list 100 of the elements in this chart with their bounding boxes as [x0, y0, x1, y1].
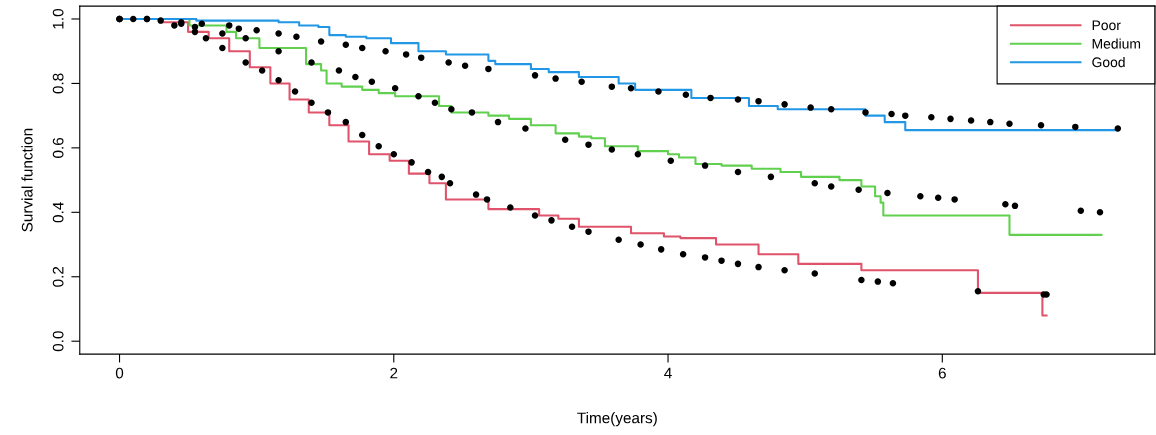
- point: [390, 151, 398, 158]
- point: [531, 72, 539, 79]
- point: [862, 109, 869, 116]
- legend-label: Poor: [1092, 20, 1121, 31]
- point: [548, 217, 555, 224]
- x-axis-title: Time(years): [577, 412, 657, 427]
- point: [634, 151, 642, 158]
- point: [967, 117, 975, 124]
- point: [917, 192, 924, 200]
- point: [225, 22, 233, 29]
- point: [707, 94, 714, 102]
- point: [219, 30, 226, 37]
- point: [627, 85, 635, 92]
- point: [431, 99, 439, 107]
- legend-label: Medium: [1092, 38, 1141, 49]
- point: [1002, 201, 1009, 208]
- point: [974, 288, 982, 295]
- point: [522, 125, 529, 132]
- point: [889, 279, 897, 287]
- point: [235, 25, 243, 32]
- point: [342, 118, 350, 126]
- point: [317, 38, 325, 45]
- point: [468, 109, 476, 116]
- point: [242, 59, 249, 66]
- point: [461, 62, 469, 69]
- point: [578, 78, 585, 86]
- point: [445, 59, 452, 66]
- point: [568, 223, 576, 231]
- point: [667, 157, 675, 165]
- point: [358, 131, 366, 139]
- point: [767, 173, 775, 181]
- y-tick-label: 0.2: [52, 266, 64, 287]
- point: [552, 75, 559, 82]
- point: [1011, 202, 1019, 210]
- point: [368, 78, 376, 86]
- y-tick-label: 0.6: [52, 137, 64, 158]
- point: [293, 33, 300, 40]
- point: [608, 83, 616, 90]
- point: [258, 67, 266, 74]
- point: [415, 93, 422, 100]
- y-tick-label: 1.0: [52, 8, 64, 29]
- point: [951, 196, 958, 203]
- point: [718, 257, 725, 264]
- point: [483, 196, 491, 203]
- point: [531, 212, 539, 219]
- point: [585, 141, 592, 148]
- point: [858, 276, 865, 284]
- point: [682, 91, 690, 98]
- point: [1037, 122, 1045, 129]
- y-tick-label: 0.4: [52, 202, 64, 223]
- point: [755, 97, 762, 105]
- point: [934, 194, 942, 202]
- point: [291, 88, 299, 95]
- y-axis-title: Survial function: [21, 128, 33, 232]
- point: [888, 110, 895, 118]
- point: [324, 109, 332, 116]
- point: [446, 180, 454, 187]
- point: [585, 228, 592, 235]
- point: [494, 118, 502, 126]
- point: [807, 104, 814, 111]
- point: [253, 27, 260, 34]
- point: [1077, 207, 1085, 214]
- point: [781, 101, 788, 108]
- point: [438, 173, 446, 181]
- point: [615, 236, 622, 243]
- point: [855, 186, 862, 194]
- point: [424, 168, 432, 176]
- point: [342, 41, 350, 49]
- point: [1114, 125, 1122, 132]
- point: [987, 118, 994, 126]
- point: [275, 76, 282, 84]
- point: [928, 114, 935, 121]
- point: [308, 59, 315, 66]
- point: [507, 204, 514, 211]
- point: [755, 263, 762, 271]
- x-tick-label: 4: [664, 367, 672, 379]
- point: [811, 180, 819, 187]
- point: [701, 254, 709, 261]
- point: [198, 20, 206, 28]
- point: [308, 99, 315, 107]
- point: [219, 44, 226, 52]
- point: [874, 278, 882, 285]
- point: [734, 260, 742, 268]
- point: [382, 47, 389, 55]
- point: [637, 241, 644, 248]
- point: [608, 146, 616, 153]
- y-tick-label: 0.0: [52, 331, 64, 352]
- point: [202, 35, 210, 42]
- point: [734, 96, 742, 103]
- point: [335, 67, 343, 74]
- point: [811, 270, 819, 277]
- point: [157, 17, 164, 24]
- point: [408, 159, 415, 166]
- point: [827, 183, 835, 190]
- point: [352, 73, 359, 81]
- point: [1006, 120, 1013, 127]
- point: [655, 88, 662, 95]
- point: [827, 105, 835, 113]
- point: [947, 115, 954, 123]
- point: [242, 35, 249, 42]
